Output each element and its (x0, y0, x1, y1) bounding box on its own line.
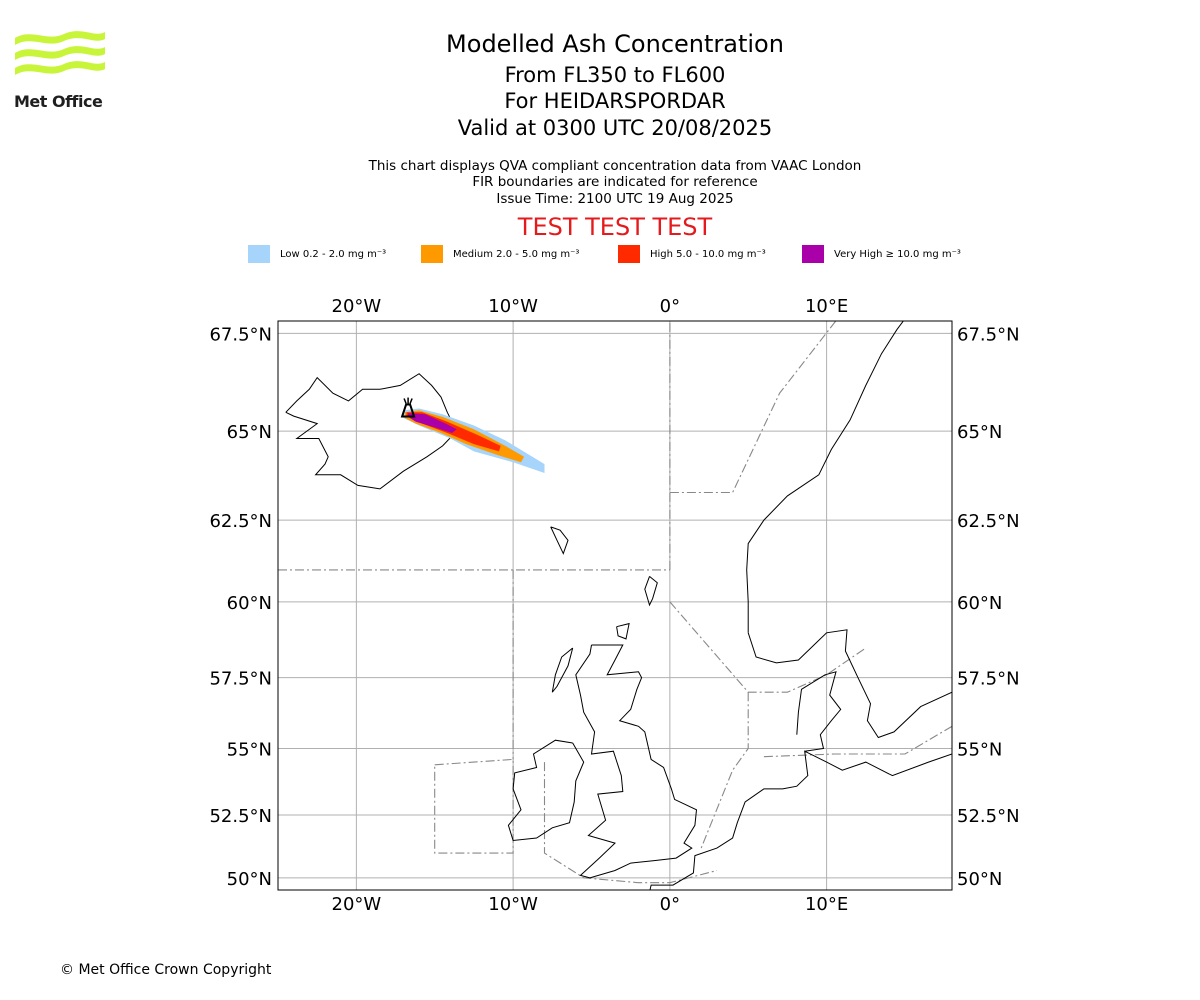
lon-tick-label-top: 0° (660, 296, 680, 317)
lat-tick-label-left: 65°N (227, 422, 272, 443)
coast-faroe (550, 526, 569, 555)
lat-tick-label-left: 62.5°N (209, 511, 272, 532)
legend-label-low: Low 0.2 - 2.0 mg m⁻³ (280, 248, 387, 260)
coast-norway-west (746, 321, 904, 633)
fir-line-norway (669, 321, 837, 494)
fir-line-shanwick-box (434, 758, 514, 854)
issue-time: Issue Time: 2100 UTC 19 Aug 2025 (496, 191, 734, 207)
coast-scandinavia (747, 629, 952, 739)
lat-tick-label-right: 67.5°N (957, 324, 1020, 345)
coast-mainland-europe (649, 750, 952, 890)
lat-tick-label-left: 55°N (227, 739, 272, 760)
legend-swatch-high (618, 245, 640, 263)
axis-tick-labels: 20°W 20°W 10°W 10°W 0° 0° 10°E 10°E 67.5°N 67.5°N… (209, 296, 1019, 915)
flight-level-range: From FL350 to FL600 (504, 63, 726, 87)
test-banner: TEST TEST TEST (517, 213, 713, 241)
coast-shetland (644, 576, 658, 607)
coast-denmark (796, 671, 842, 752)
coast-ireland (507, 739, 585, 842)
ash-plume (403, 408, 545, 473)
graticule (278, 321, 952, 890)
lat-tick-label-left: 60°N (227, 593, 272, 614)
lon-tick-label-top: 10°E (805, 296, 848, 317)
coast-orkney (616, 622, 630, 640)
lat-tick-label-right: 65°N (957, 422, 1002, 443)
volcano-icon (400, 403, 416, 418)
volcano-plume-stroke (403, 398, 407, 404)
map-frame (277, 320, 953, 891)
legend-label-high: High 5.0 - 10.0 mg m⁻³ (650, 248, 766, 260)
lat-tick-label-left: 50°N (227, 869, 272, 890)
ash-contour-very-high (408, 413, 457, 433)
coastlines (285, 321, 952, 890)
fir-line-8w (543, 762, 718, 884)
lat-tick-label-left: 67.5°N (209, 324, 272, 345)
info-line-fir: FIR boundaries are indicated for referen… (472, 174, 758, 190)
lat-tick-label-left: 57.5°N (209, 669, 272, 690)
legend-item-low: Low 0.2 - 2.0 mg m⁻³ (248, 244, 386, 264)
lat-tick-label-right: 50°N (957, 869, 1002, 890)
lon-tick-label-bottom: 0° (660, 894, 680, 915)
legend-swatch-low (248, 245, 270, 263)
legend-item-very-high: Very High ≥ 10.0 mg m⁻³ (802, 244, 961, 264)
coast-outer-hebrides (551, 647, 574, 693)
info-line-qva: This chart displays QVA compliant concen… (368, 158, 862, 174)
volcano-name: For HEIDARSPORDAR (504, 89, 726, 113)
legend-swatch-medium (421, 245, 443, 263)
legend-item-high: High 5.0 - 10.0 mg m⁻³ (618, 244, 766, 264)
lon-tick-label-bottom: 10°E (805, 894, 848, 915)
lat-tick-label-right: 57.5°N (957, 669, 1020, 690)
lon-tick-label-bottom: 10°W (488, 894, 538, 915)
copyright-notice: © Met Office Crown Copyright (60, 962, 272, 978)
chart-title: Modelled Ash Concentration (446, 30, 784, 58)
met-office-logo-text: Met Office (14, 92, 103, 111)
legend-label-medium: Medium 2.0 - 5.0 mg m⁻³ (453, 248, 580, 260)
lat-tick-label-right: 55°N (957, 739, 1002, 760)
met-office-wave-icon (15, 31, 105, 75)
lon-tick-label-bottom: 20°W (332, 894, 382, 915)
volcano-plume-stroke (409, 398, 413, 404)
volcano-marker (400, 397, 416, 418)
coast-great-britain (575, 644, 698, 879)
lat-tick-label-left: 52.5°N (209, 806, 272, 827)
legend-swatch-very-high (802, 245, 824, 263)
lat-tick-label-right: 62.5°N (957, 511, 1020, 532)
lon-tick-label-top: 20°W (332, 296, 382, 317)
met-office-logo (12, 28, 112, 118)
fir-line-ns-east (669, 601, 867, 693)
coast-iceland (285, 373, 458, 490)
valid-time: Valid at 0300 UTC 20/08/2025 (457, 116, 773, 140)
lon-tick-label-top: 10°W (488, 296, 538, 317)
fir-line-germany (763, 725, 952, 758)
legend-label-very-high: Very High ≥ 10.0 mg m⁻³ (834, 248, 961, 260)
fir-boundaries (278, 321, 952, 884)
legend-item-medium: Medium 2.0 - 5.0 mg m⁻³ (421, 244, 579, 264)
lat-tick-label-right: 60°N (957, 593, 1002, 614)
lat-tick-label-right: 52.5°N (957, 806, 1020, 827)
fir-line-ns-south (700, 692, 749, 849)
